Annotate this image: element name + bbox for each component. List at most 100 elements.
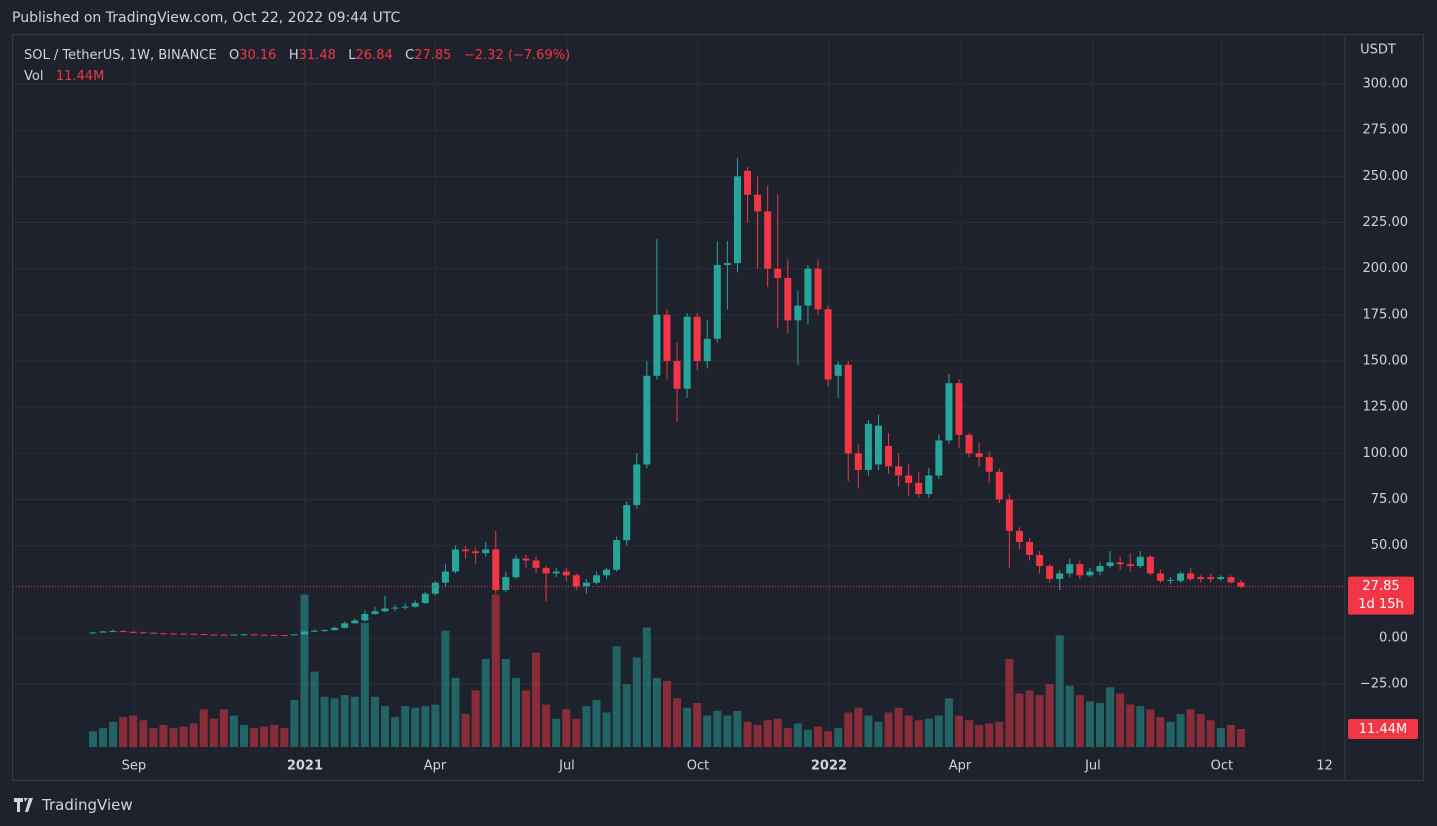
volume-bar	[894, 707, 903, 748]
y-tick-label: 125.00	[1363, 400, 1409, 415]
candle-body	[1015, 530, 1023, 543]
volume-bar	[199, 709, 208, 748]
volume-bar	[380, 706, 389, 748]
candle-body	[703, 338, 711, 362]
candle-body	[89, 632, 97, 634]
volume-bar	[582, 706, 591, 748]
volume-bar	[189, 723, 198, 748]
volume-bar	[88, 731, 97, 748]
candle-body	[351, 620, 359, 624]
candle-body	[381, 608, 389, 612]
y-tick-label: 275.00	[1363, 123, 1409, 138]
volume-bar	[320, 696, 329, 748]
volume-bar	[260, 726, 269, 748]
candle-body	[804, 268, 812, 306]
volume-bar	[1186, 709, 1195, 748]
candle-body	[462, 549, 470, 552]
volume-bar	[844, 712, 853, 748]
candle-body	[532, 560, 540, 568]
volume-bar	[995, 721, 1004, 748]
candle-body	[1197, 577, 1205, 579]
volume-bar	[431, 704, 440, 748]
candle-body	[421, 593, 429, 603]
candle-body	[975, 453, 983, 458]
candle-body	[723, 263, 731, 265]
volume-bar	[622, 684, 631, 748]
volume-bar	[1136, 706, 1145, 748]
x-tick-label: Apr	[424, 759, 447, 774]
candle-body	[371, 611, 379, 615]
candle-body	[754, 194, 762, 212]
volume-bar	[592, 699, 601, 748]
volume-bar	[391, 717, 400, 748]
volume-bar	[169, 728, 178, 748]
volume-bar	[441, 630, 450, 748]
volume-bar	[481, 658, 490, 748]
volume-bar	[723, 715, 732, 748]
candle-body	[955, 383, 963, 435]
volume-bar	[401, 706, 410, 748]
volume-bar	[290, 699, 299, 748]
candle-body	[1076, 564, 1084, 576]
candle-body	[1066, 564, 1074, 574]
candle-body	[522, 558, 530, 561]
candle-body	[230, 634, 238, 636]
candle-body	[1046, 566, 1054, 579]
candle-body	[190, 633, 198, 635]
candle-body	[472, 551, 480, 554]
volume-bar	[955, 715, 964, 748]
candle-body	[1126, 564, 1134, 567]
volume-bar	[270, 725, 279, 748]
candle-body	[693, 316, 701, 362]
candle-body	[341, 623, 349, 628]
volume-bar	[1015, 693, 1024, 748]
volume-bar	[250, 728, 259, 748]
volume-bar	[773, 718, 782, 748]
y-tick-label: 175.00	[1363, 307, 1409, 322]
volume-bar	[310, 671, 319, 748]
candle-body	[733, 176, 741, 264]
volume-bar	[300, 594, 309, 748]
volume-bar	[652, 677, 661, 748]
candle-body	[1156, 573, 1164, 581]
volume-bar	[743, 721, 752, 748]
volume-name: Vol	[24, 69, 44, 84]
volume-bar	[501, 658, 510, 748]
x-tick-label: 12	[1316, 759, 1333, 774]
volume-bar	[924, 718, 933, 748]
volume-bar	[1055, 635, 1064, 748]
volume-bar	[834, 728, 843, 748]
volume-bar	[874, 721, 883, 748]
volume-bar	[229, 715, 238, 748]
volume-bar	[471, 690, 480, 748]
candle-body	[582, 582, 590, 587]
volume-bar	[1116, 693, 1125, 748]
candle-body	[1166, 579, 1174, 581]
volume-value: 11.44M	[55, 69, 105, 84]
candle-body	[1005, 499, 1013, 531]
candle-body	[633, 464, 641, 506]
volume-bar	[350, 696, 359, 748]
volume-bar	[884, 712, 893, 748]
x-tick-label: Jul	[1084, 759, 1101, 774]
candle-body	[431, 582, 439, 594]
volume-bar	[1025, 690, 1034, 748]
volume-bar	[330, 698, 339, 748]
candle-body	[854, 453, 862, 470]
volume-bar	[1146, 709, 1155, 748]
candle-body	[864, 423, 872, 470]
candle-body	[1207, 577, 1215, 579]
candle-body	[129, 631, 137, 633]
candle-body	[210, 634, 218, 636]
price-badge	[1348, 576, 1414, 615]
c-label: C	[405, 48, 415, 63]
volume-bar	[1095, 703, 1104, 748]
candle-body	[109, 631, 117, 633]
y-tick-label: 225.00	[1363, 215, 1409, 230]
candle-body	[240, 634, 248, 636]
candle-body	[1025, 542, 1033, 555]
candle-body	[1036, 554, 1044, 567]
volume-bar	[451, 677, 460, 748]
volume-bar	[360, 622, 369, 748]
candle-body	[1187, 573, 1195, 579]
